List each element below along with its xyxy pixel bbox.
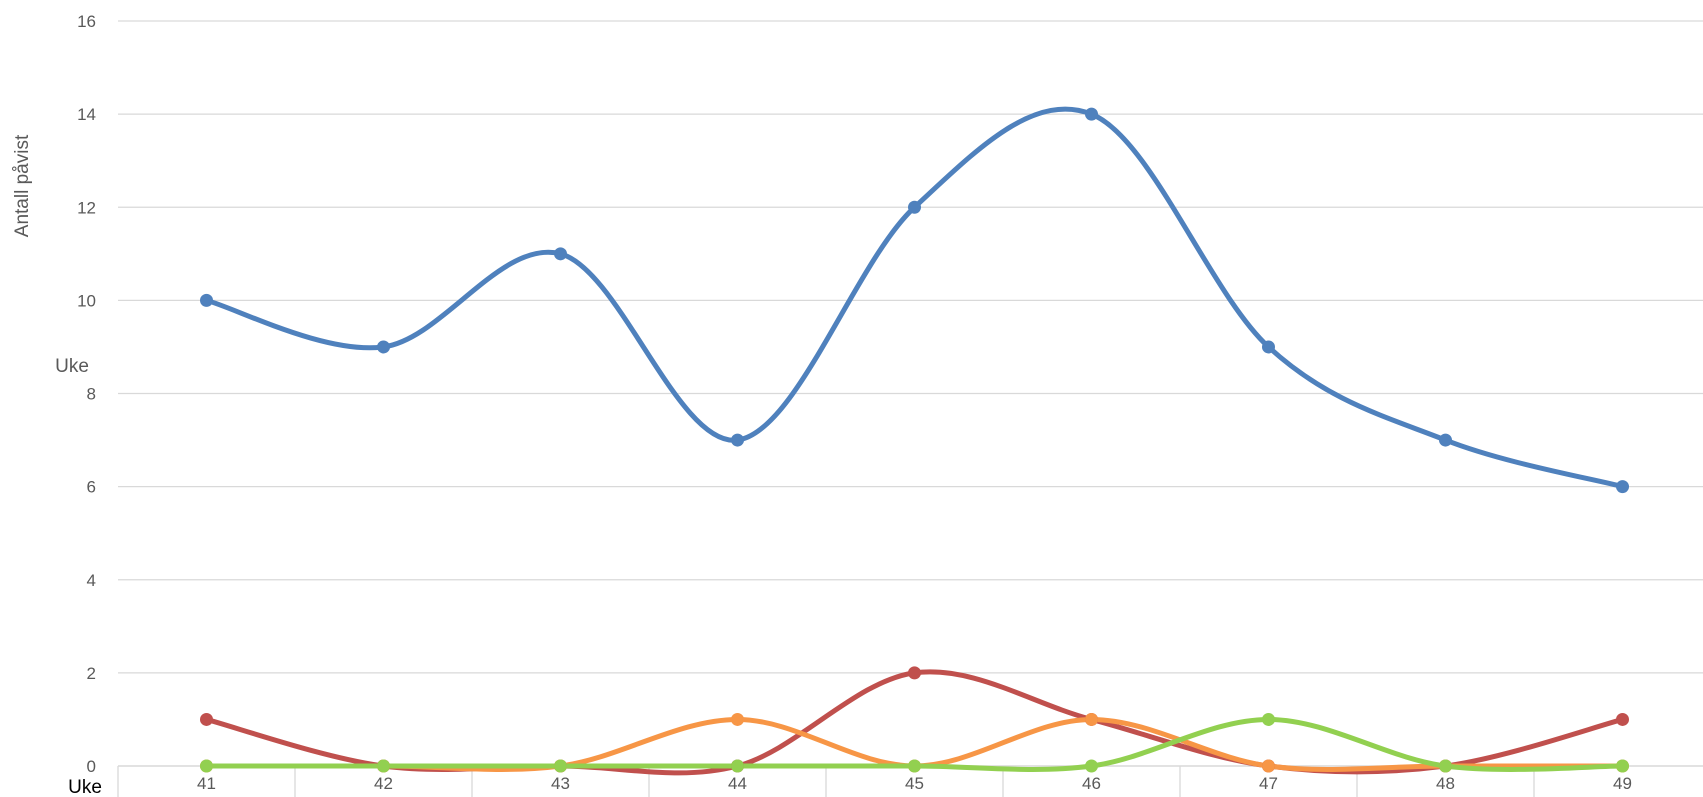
x-axis-title-left: Uke xyxy=(55,356,89,377)
x-tick-label: 43 xyxy=(551,774,570,793)
data-point-series-3 xyxy=(1262,759,1275,773)
data-point-series-4 xyxy=(1439,759,1452,773)
data-point-series-2 xyxy=(200,712,213,726)
y-axis-title: Antall påvist xyxy=(12,134,33,237)
data-point-series-4 xyxy=(554,759,567,773)
y-tick-label: 4 xyxy=(87,571,96,590)
data-point-series-1 xyxy=(731,433,744,447)
y-tick-label: 12 xyxy=(77,198,96,217)
data-point-series-4 xyxy=(377,759,390,773)
x-tick-label: 44 xyxy=(728,774,747,793)
data-point-series-3 xyxy=(1085,712,1098,726)
x-tick-label: 48 xyxy=(1436,774,1455,793)
data-point-series-4 xyxy=(731,759,744,773)
x-tick-label: 49 xyxy=(1613,774,1632,793)
data-point-series-4 xyxy=(200,759,213,773)
data-point-series-4 xyxy=(908,759,921,773)
x-tick-label: 47 xyxy=(1259,774,1278,793)
data-point-series-4 xyxy=(1262,712,1275,726)
data-point-series-4 xyxy=(1085,759,1098,773)
x-tick-label: 45 xyxy=(905,774,924,793)
x-axis-ticks: 41 42 43 44 45 46 47 48 49 xyxy=(197,774,1632,793)
y-axis-ticks: 0 2 4 6 8 10 12 14 16 xyxy=(77,12,96,776)
data-point-series-2 xyxy=(1616,712,1629,726)
data-point-series-2 xyxy=(908,666,921,680)
data-point-series-1 xyxy=(1439,433,1452,447)
data-point-series-1 xyxy=(908,200,921,214)
y-tick-label: 10 xyxy=(77,291,96,310)
y-tick-label: 14 xyxy=(77,105,96,124)
data-point-series-3 xyxy=(731,712,744,726)
y-tick-label: 0 xyxy=(87,757,96,776)
data-point-series-1 xyxy=(554,247,567,261)
y-tick-label: 6 xyxy=(87,478,96,497)
y-tick-label: 16 xyxy=(77,12,96,31)
x-tick-label: 41 xyxy=(197,774,216,793)
x-tick-label: 42 xyxy=(374,774,393,793)
data-point-series-1 xyxy=(1085,107,1098,121)
data-point-series-1 xyxy=(1262,340,1275,354)
x-tick-label: 46 xyxy=(1082,774,1101,793)
series-line-1 xyxy=(204,106,1625,490)
series-markers xyxy=(200,107,1629,773)
y-tick-label: 8 xyxy=(87,385,96,404)
data-point-series-4 xyxy=(1616,759,1629,773)
data-point-series-1 xyxy=(1616,480,1629,494)
y-tick-label: 2 xyxy=(87,664,96,683)
data-point-series-1 xyxy=(200,293,213,307)
x-axis-title-bottom: Uke xyxy=(68,777,102,797)
data-point-series-1 xyxy=(377,340,390,354)
